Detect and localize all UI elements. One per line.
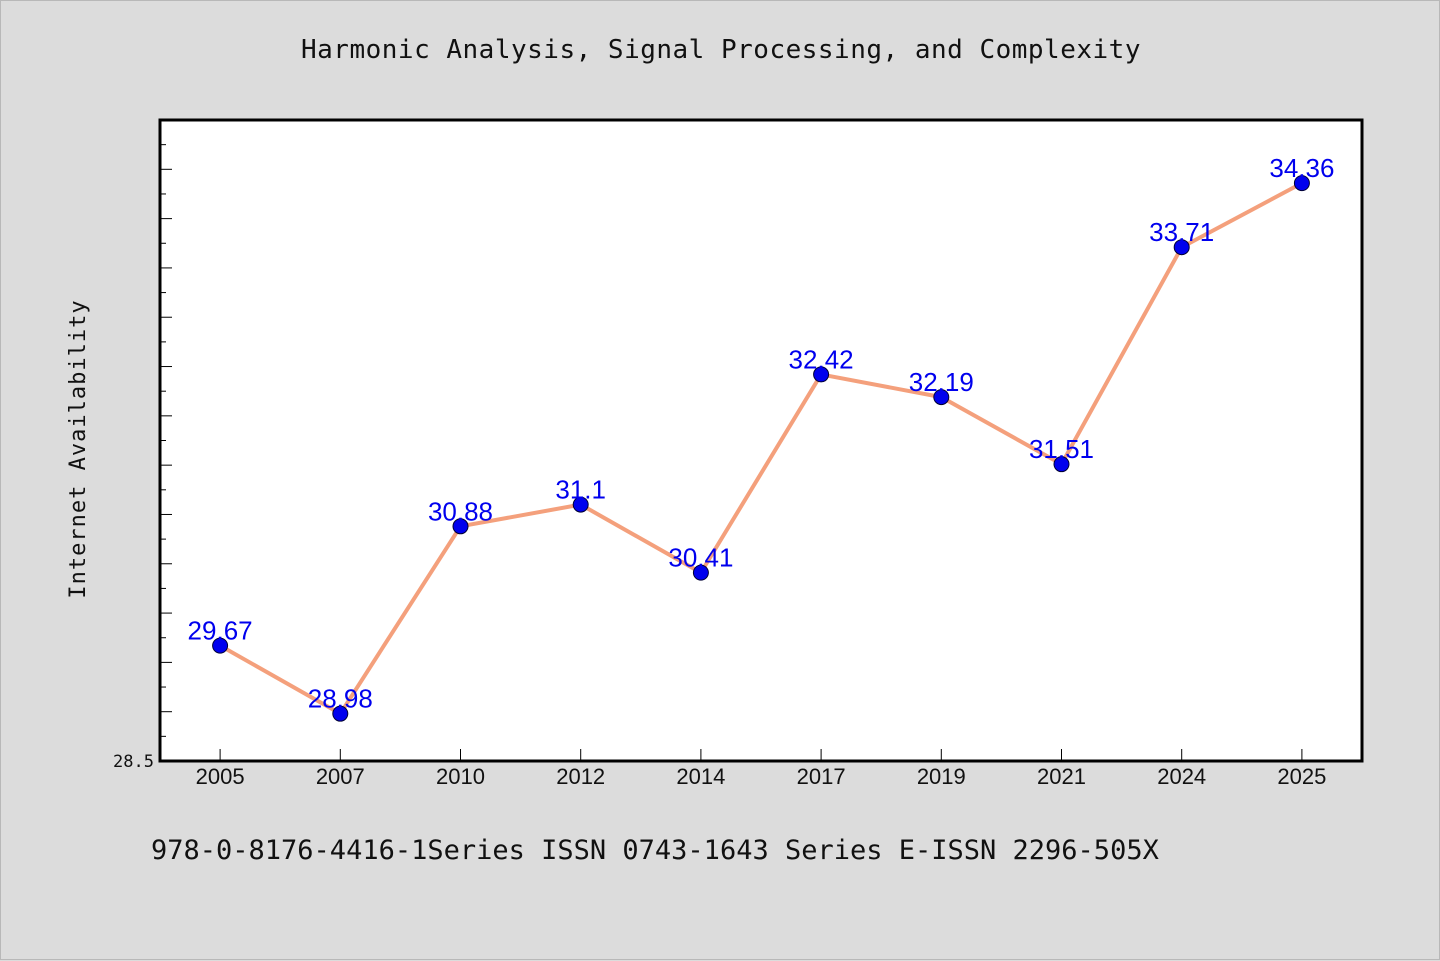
x-tick-label: 2005 — [196, 764, 245, 789]
y-axis-title: Internet Availability — [66, 299, 91, 598]
data-point — [813, 366, 830, 383]
y-tick-label: 28.5 — [113, 752, 154, 772]
x-axis-labels: 2005 2007 2010 2012 2014 2017 2019 2021 2024 2025 — [196, 764, 1327, 789]
x-tick-label: 2014 — [676, 764, 725, 789]
y-axis-ticks — [160, 119, 172, 762]
chart-title: Harmonic Analysis, Signal Processing, an… — [301, 35, 1141, 65]
series-line-group — [219, 181, 1303, 716]
x-tick-label: 2025 — [1277, 764, 1326, 789]
x-tick-label: 2017 — [797, 764, 846, 789]
data-point — [1053, 456, 1070, 473]
data-label: 30.88 — [428, 496, 493, 526]
data-label: 32.19 — [909, 367, 974, 397]
x-tick-label: 2019 — [917, 764, 966, 789]
data-point — [452, 518, 469, 535]
data-labels: 29.67 28.98 30.88 31.1 30.41 32.42 32.19 31.51 3… — [188, 153, 1335, 714]
data-label: 32.42 — [789, 344, 854, 374]
data-label: 29.67 — [188, 616, 253, 646]
data-label: 34.36 — [1269, 153, 1334, 183]
data-label: 28.98 — [308, 684, 373, 714]
x-tick-label: 2010 — [436, 764, 485, 789]
data-point — [692, 564, 709, 581]
data-point — [933, 389, 950, 406]
plot-area — [158, 118, 1364, 763]
data-point — [1173, 239, 1190, 256]
y-axis-labels: 28.5 — [113, 752, 154, 772]
x-tick-label: 2007 — [316, 764, 365, 789]
footer-note: 978-0-8176-4416-1Series ISSN 0743-1643 S… — [151, 835, 1159, 866]
x-tick-label: 2021 — [1037, 764, 1086, 789]
data-point — [1293, 175, 1310, 192]
data-point — [572, 496, 589, 513]
data-markers — [212, 175, 1310, 722]
x-tick-label: 2024 — [1157, 764, 1206, 789]
data-label: 31.51 — [1029, 434, 1094, 464]
series-line — [219, 181, 1303, 716]
x-tick-label: 2012 — [556, 764, 605, 789]
data-label: 30.41 — [668, 543, 733, 573]
x-axis-ticks — [219, 749, 1303, 761]
data-point — [212, 637, 229, 654]
data-label: 33.71 — [1149, 217, 1214, 247]
data-label: 31.1 — [555, 475, 606, 505]
data-point — [332, 705, 349, 722]
